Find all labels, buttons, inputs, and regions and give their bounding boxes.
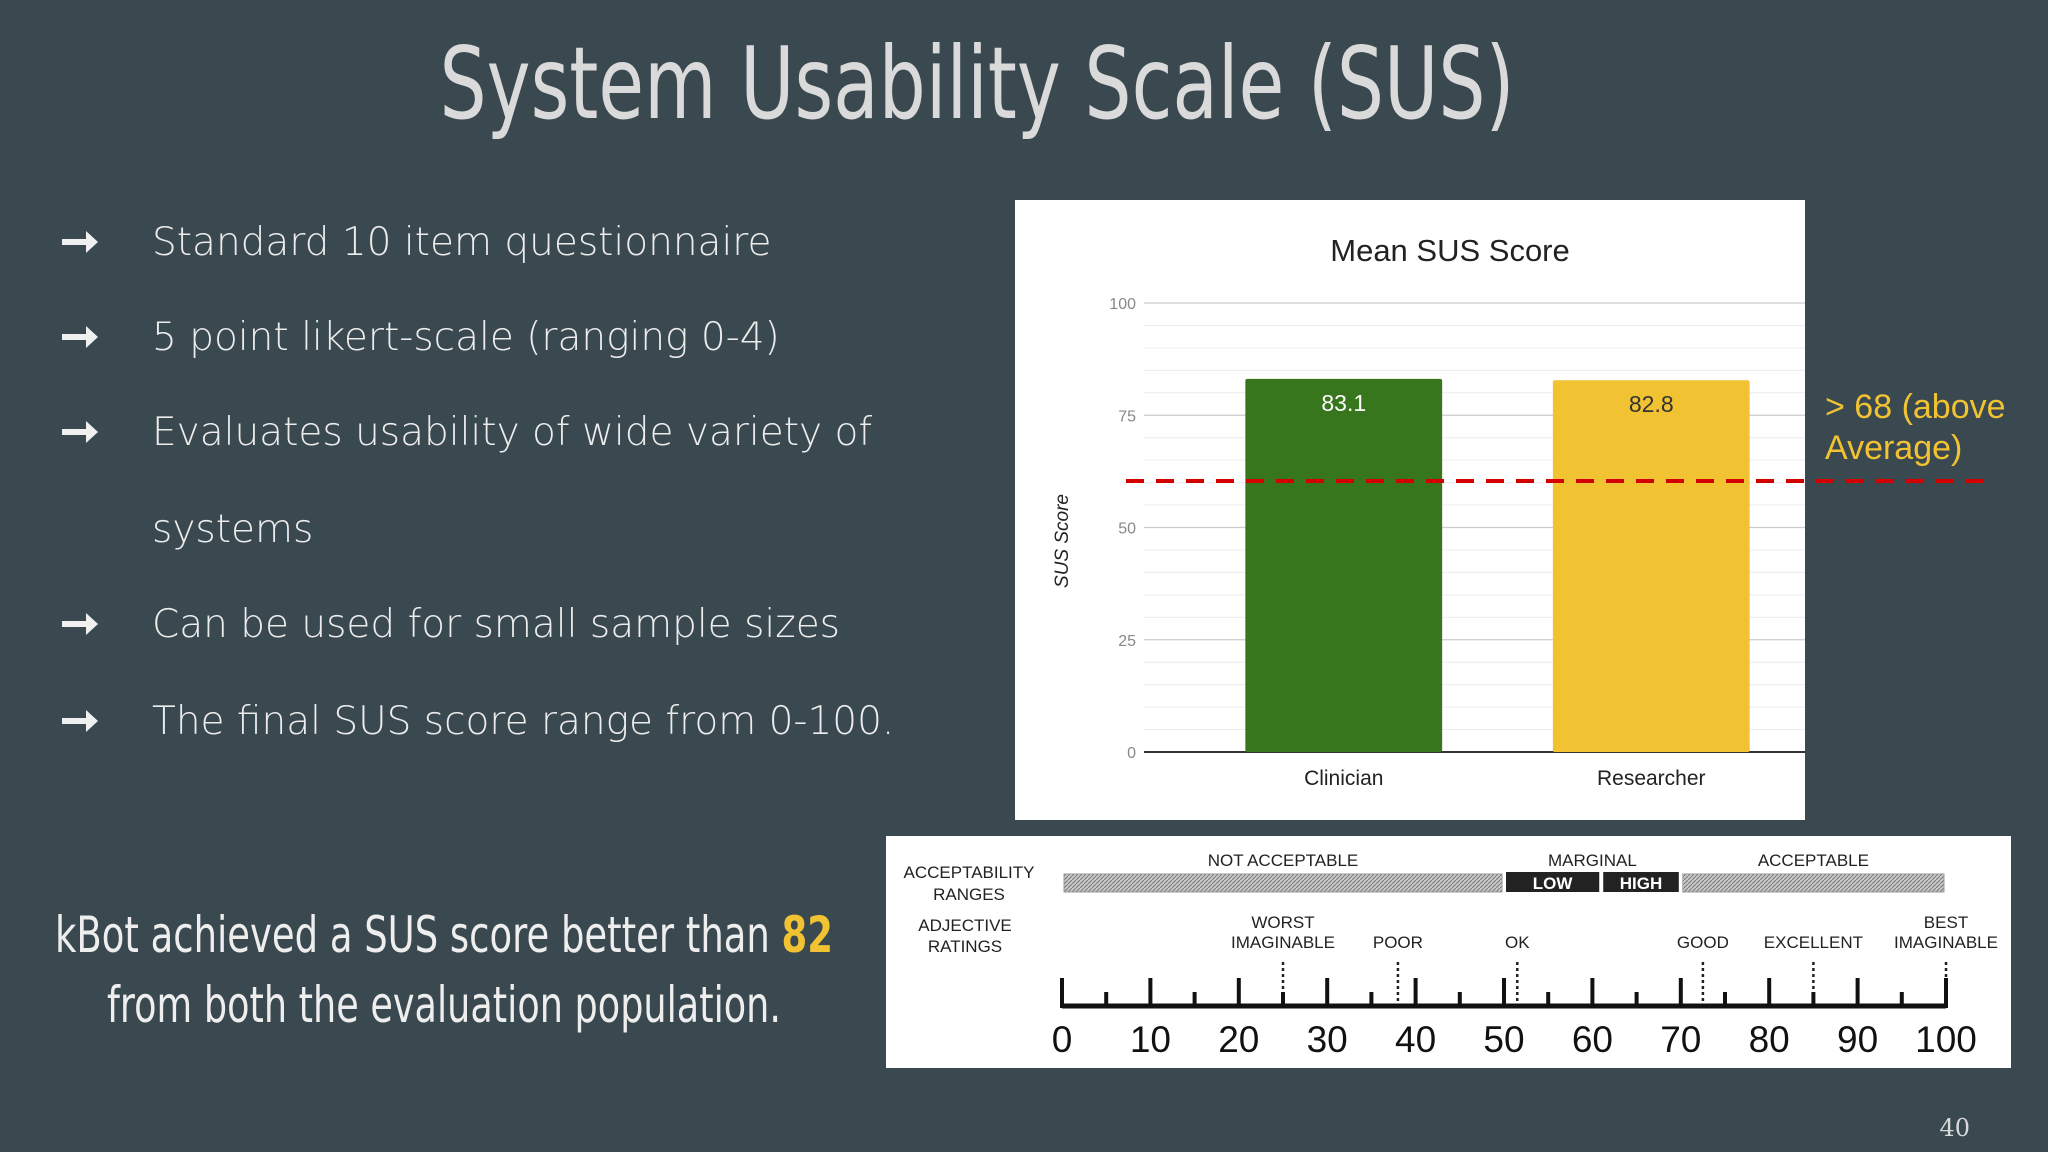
value-label: 83.1 — [1321, 390, 1366, 416]
rating-label: BEST — [1924, 913, 1968, 932]
range-label: MARGINAL — [1548, 851, 1637, 870]
range-bar — [1682, 873, 1945, 893]
y-tick-label: 0 — [1127, 745, 1136, 762]
value-label: 82.8 — [1629, 391, 1674, 417]
scale-tick-label: 40 — [1395, 1019, 1436, 1060]
rating-label: EXCELLENT — [1764, 933, 1863, 952]
scale-tick-label: 10 — [1130, 1019, 1171, 1060]
bullet-arrow — [62, 613, 98, 635]
conclusion-line: from both the evaluation population. — [107, 976, 781, 1034]
rating-label: OK — [1505, 933, 1530, 952]
y-tick-label: 100 — [1109, 296, 1136, 313]
range-part-label: LOW — [1533, 874, 1574, 893]
bullet-text: 5 point likert-scale (ranging 0-4) — [152, 315, 780, 360]
conclusion-highlight: 82 — [782, 906, 833, 964]
bullet-text: Can be used for small sample sizes — [152, 602, 840, 647]
bullet-text: The final SUS score range from 0-100. — [152, 699, 894, 744]
bullet-arrow — [62, 231, 98, 253]
range-bar — [1063, 873, 1503, 893]
scale-tick-label: 90 — [1837, 1019, 1878, 1060]
range-label: ACCEPTABLE — [1758, 851, 1869, 870]
bullet-arrow — [62, 710, 98, 732]
range-part — [1506, 872, 1600, 892]
range-part — [1603, 872, 1679, 892]
bar — [1245, 378, 1443, 752]
y-tick-label: 75 — [1118, 408, 1136, 425]
bullet-text: systems — [152, 507, 313, 552]
y-tick-label: 25 — [1118, 633, 1136, 650]
scale-tick-label: 50 — [1483, 1019, 1524, 1060]
x-tick-label: Researcher — [1597, 767, 1706, 790]
annotation: > 68 (above — [1825, 388, 2006, 426]
range-label: NOT ACCEPTABLE — [1208, 851, 1359, 870]
page-number: 40 — [1939, 1114, 1970, 1142]
x-tick-label: Clinician — [1304, 767, 1383, 790]
conclusion-line: kBot achieved a SUS score better than 82 — [55, 906, 833, 964]
rating-label: IMAGINABLE — [1231, 933, 1335, 952]
bullet-arrow — [62, 421, 98, 443]
rating-label: GOOD — [1677, 933, 1729, 952]
rating-label: IMAGINABLE — [1894, 933, 1998, 952]
rating-label: WORST — [1251, 913, 1314, 932]
scale-tick-label: 20 — [1218, 1019, 1259, 1060]
rating-heading: RATINGS — [928, 937, 1002, 956]
slide-title: System Usability Scale (SUS) — [440, 25, 1515, 142]
rating-label: POOR — [1373, 933, 1423, 952]
annotation: Average) — [1825, 429, 1962, 467]
bullet-arrow — [62, 326, 98, 348]
rating-heading: ADJECTIVE — [918, 916, 1012, 935]
bullet-text: Standard 10 item questionnaire — [152, 220, 771, 265]
y-axis-label: SUS Score — [1052, 494, 1073, 588]
scale-tick-label: 70 — [1660, 1019, 1701, 1060]
scale-tick-label: 100 — [1915, 1019, 1977, 1060]
scale-tick-label: 60 — [1572, 1019, 1613, 1060]
bullet-text: Evaluates usability of wide variety of — [152, 410, 872, 455]
y-tick-label: 50 — [1118, 521, 1136, 538]
chart-title: Mean SUS Score — [1330, 233, 1570, 268]
bar — [1552, 380, 1750, 752]
conclusion-text: kBot achieved a SUS score better than — [55, 906, 782, 964]
range-heading: RANGES — [933, 885, 1005, 904]
range-heading: ACCEPTABILITY — [904, 863, 1035, 882]
range-part-label: HIGH — [1620, 874, 1663, 893]
scale-tick-label: 30 — [1307, 1019, 1348, 1060]
scale-tick-label: 80 — [1749, 1019, 1790, 1060]
scale-tick-label: 0 — [1052, 1019, 1073, 1060]
